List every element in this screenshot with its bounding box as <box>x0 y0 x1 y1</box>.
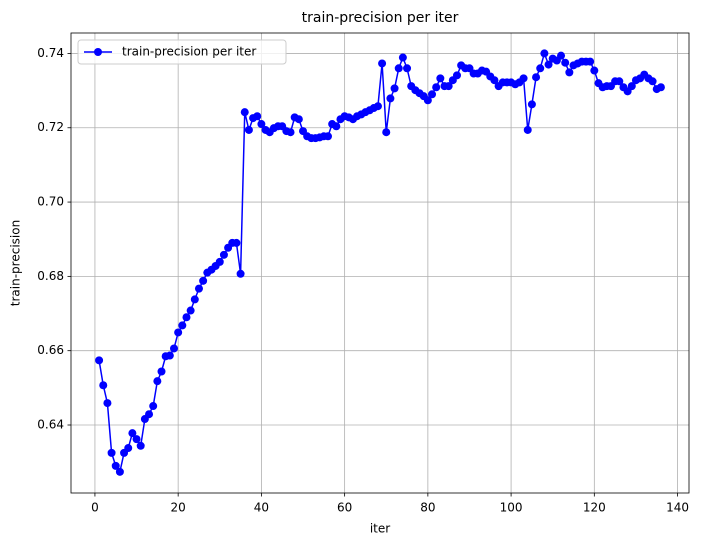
x-axis-label: iter <box>370 522 390 536</box>
data-point <box>527 100 536 109</box>
data-point <box>257 120 266 129</box>
data-point <box>294 115 303 124</box>
data-point <box>95 356 104 365</box>
data-point <box>544 60 553 69</box>
legend-box <box>77 39 287 65</box>
data-point <box>174 328 183 337</box>
chart-title: train-precision per iter <box>302 10 459 26</box>
data-point <box>286 128 295 137</box>
data-point <box>378 59 387 68</box>
data-point <box>99 381 108 390</box>
data-point <box>253 112 262 121</box>
data-point <box>398 53 407 62</box>
y-tick-label: 0.74 <box>37 46 64 60</box>
plot-frame <box>70 32 690 494</box>
data-point <box>199 276 208 285</box>
data-point <box>561 58 570 67</box>
data-point <box>423 96 432 105</box>
y-axis-label: train-precision <box>9 220 23 306</box>
data-point <box>656 83 665 92</box>
data-point <box>332 122 341 131</box>
data-point <box>386 94 395 103</box>
data-point <box>436 74 445 83</box>
x-tick-label: 20 <box>171 501 186 515</box>
data-point <box>373 102 382 111</box>
data-point <box>111 461 120 470</box>
data-point <box>145 410 154 419</box>
y-tick-label: 0.70 <box>37 195 64 209</box>
y-tick-label: 0.72 <box>37 120 64 134</box>
data-point <box>236 269 245 278</box>
data-point <box>615 77 624 86</box>
data-point <box>157 367 166 376</box>
x-tick-label: 80 <box>420 501 435 515</box>
data-point <box>586 57 595 66</box>
data-point <box>532 73 541 82</box>
data-point <box>490 76 499 85</box>
data-point <box>136 441 145 450</box>
legend-marker <box>94 48 102 56</box>
legend-label: train-precision per iter <box>122 45 256 59</box>
data-point <box>194 284 203 293</box>
data-point <box>165 351 174 360</box>
data-point <box>149 402 158 411</box>
data-point <box>128 429 137 438</box>
data-point <box>444 82 453 91</box>
data-point <box>186 306 195 315</box>
x-tick-label: 40 <box>254 501 269 515</box>
data-point <box>557 51 566 60</box>
data-point <box>627 82 636 91</box>
x-tick-label: 120 <box>583 501 606 515</box>
data-point <box>124 444 133 453</box>
data-point <box>190 295 199 304</box>
x-tick-label: 140 <box>666 501 689 515</box>
data-point <box>132 435 141 444</box>
x-tick-label: 0 <box>91 501 99 515</box>
data-point <box>232 238 241 247</box>
data-point <box>540 49 549 58</box>
data-point <box>394 64 403 73</box>
x-tick-label: 60 <box>337 501 352 515</box>
data-point <box>519 74 528 83</box>
data-point <box>182 313 191 322</box>
data-point <box>103 399 112 408</box>
data-point <box>390 84 399 93</box>
x-tick-label: 100 <box>500 501 523 515</box>
data-point <box>170 344 178 353</box>
y-tick-label: 0.64 <box>37 418 64 432</box>
data-point <box>115 467 124 476</box>
data-point <box>240 108 249 117</box>
data-point <box>323 132 332 141</box>
data-point <box>432 83 441 92</box>
data-point <box>428 90 437 99</box>
data-point <box>219 250 228 259</box>
data-line <box>98 51 662 474</box>
data-point <box>153 377 162 386</box>
y-tick-label: 0.68 <box>37 269 64 283</box>
data-point <box>382 128 391 137</box>
data-point <box>648 77 657 86</box>
data-point <box>403 64 412 73</box>
data-point <box>178 321 187 330</box>
data-point <box>523 125 532 134</box>
data-point <box>565 68 574 77</box>
y-tick-label: 0.66 <box>37 343 64 357</box>
data-point <box>215 257 224 266</box>
data-point <box>244 125 253 134</box>
data-point <box>590 66 599 75</box>
data-point <box>452 71 461 80</box>
data-point <box>536 64 545 73</box>
data-point <box>107 448 116 457</box>
